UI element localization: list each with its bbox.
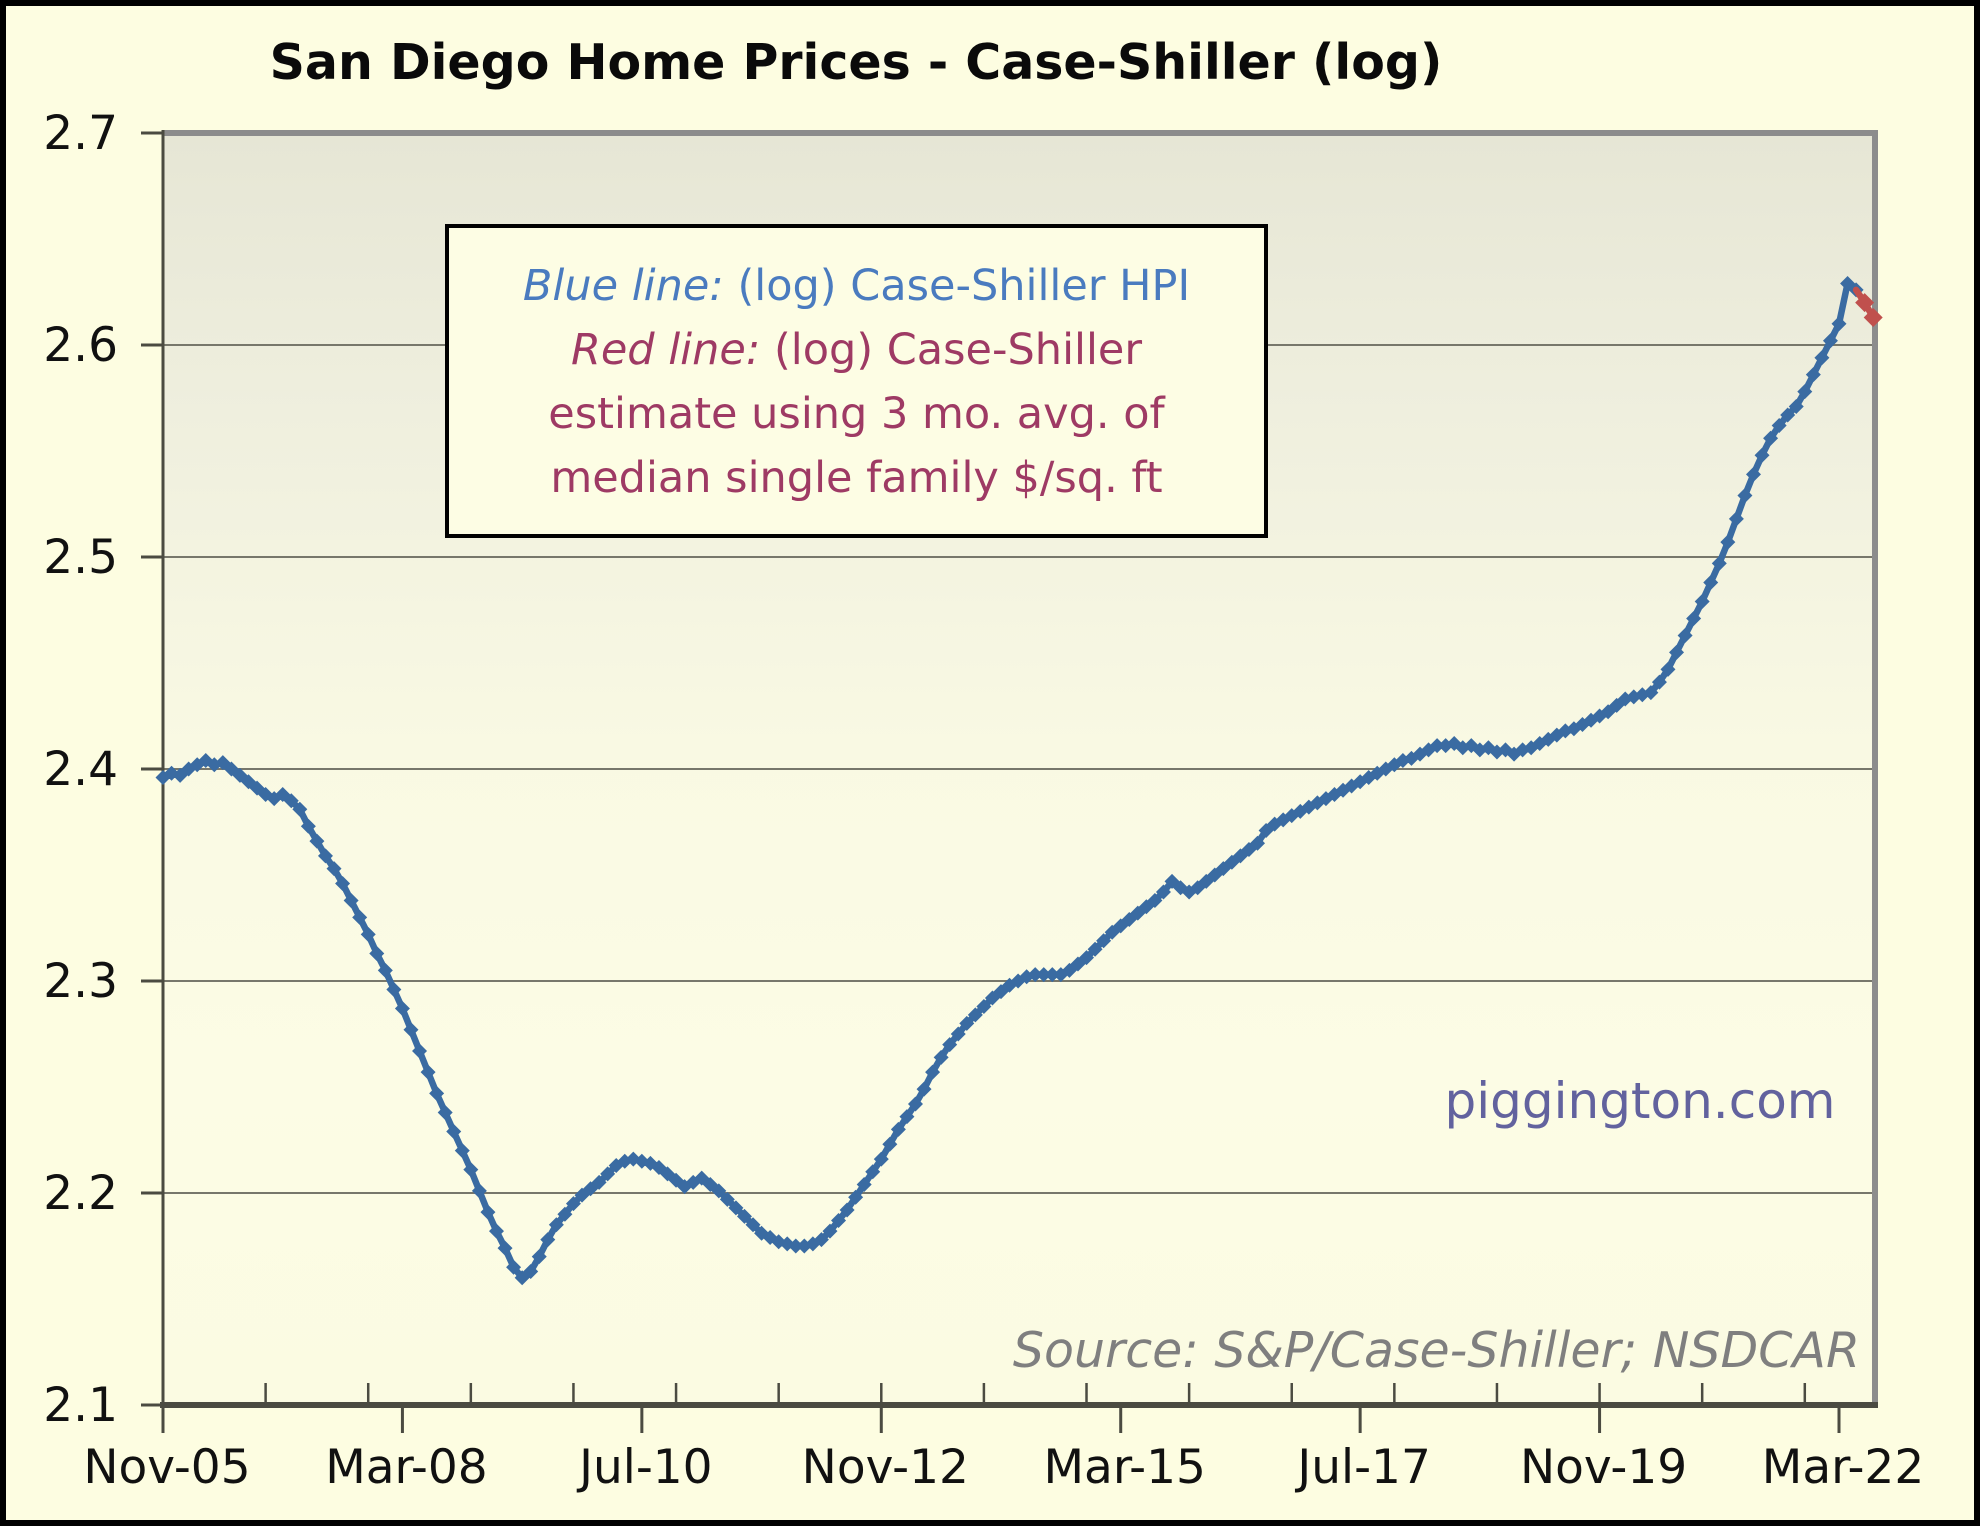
estimate-markers	[1855, 293, 1883, 327]
series-layer	[155, 276, 1883, 1286]
x-tick-label: Nov-05	[83, 1440, 250, 1495]
y-tick-label: 2.6	[43, 318, 118, 373]
x-tick-label: Jul-10	[576, 1440, 712, 1495]
tick-layer	[141, 131, 1841, 1433]
x-tick-label: Nov-12	[802, 1440, 969, 1495]
x-tick-label: Nov-19	[1520, 1440, 1687, 1495]
y-tick-label: 2.1	[43, 1378, 118, 1433]
y-tick-label: 2.2	[43, 1166, 118, 1221]
x-tick-label: Mar-15	[1043, 1440, 1205, 1495]
y-tick-label: 2.5	[43, 530, 118, 585]
label-layer: 2.1 2.2 2.3 2.4 2.5 2.6 2.7 Nov-05 Mar-08 Jul-10 N…	[43, 106, 1924, 1495]
y-tick-label: 2.3	[43, 954, 118, 1009]
y-tick-label: 2.4	[43, 742, 118, 797]
y-tick-label: 2.7	[43, 106, 118, 161]
x-tick-label: Mar-08	[325, 1440, 487, 1495]
x-tick-label: Jul-17	[1294, 1440, 1430, 1495]
x-tick-label: Mar-22	[1762, 1440, 1924, 1495]
